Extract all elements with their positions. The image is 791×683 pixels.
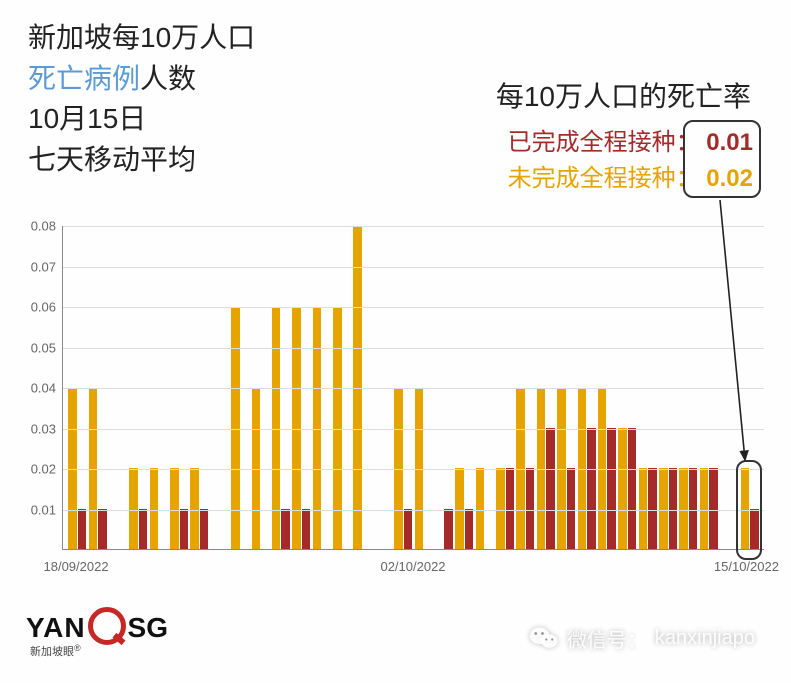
plot-area bbox=[62, 226, 764, 550]
bar-vaccinated bbox=[281, 509, 290, 549]
legend-unvaccinated-label: 未完成全程接种： bbox=[508, 165, 700, 192]
bar-vaccinated bbox=[404, 509, 413, 549]
ytick-label: 0.05 bbox=[12, 340, 56, 355]
xtick-label: 18/09/2022 bbox=[43, 559, 108, 574]
ytick-label: 0.07 bbox=[12, 259, 56, 274]
grid-line bbox=[63, 267, 764, 268]
brand-logo: YAN SG 新加坡眼® bbox=[26, 607, 168, 659]
wechat-watermark: 微信号： kanxinjiapo bbox=[529, 624, 755, 653]
title-line2b: 人数 bbox=[140, 63, 196, 94]
ytick-label: 0.02 bbox=[12, 462, 56, 477]
deaths-highlight: 死亡病例 bbox=[28, 63, 140, 94]
xtick-label: 15/10/2022 bbox=[714, 559, 779, 574]
grid-line bbox=[63, 307, 764, 308]
grid-line bbox=[63, 226, 764, 227]
bar-vaccinated bbox=[628, 428, 637, 549]
grid-line bbox=[63, 510, 764, 511]
wechat-icon bbox=[529, 625, 559, 653]
title-line3: 10月15日 bbox=[28, 99, 255, 140]
chart: 0.010.020.030.040.050.060.070.0818/09/20… bbox=[12, 226, 772, 586]
bar-vaccinated bbox=[607, 428, 616, 549]
bar-vaccinated bbox=[465, 509, 474, 549]
title-line4: 七天移动平均 bbox=[28, 140, 255, 181]
grid-line bbox=[63, 429, 764, 430]
ytick-label: 0.01 bbox=[12, 502, 56, 517]
xtick-label: 02/10/2022 bbox=[380, 559, 445, 574]
bar-vaccinated bbox=[139, 509, 148, 549]
logo-yan: YAN bbox=[26, 612, 86, 643]
ytick-label: 0.06 bbox=[12, 300, 56, 315]
title-block: 新加坡每10万人口 死亡病例人数 10月15日 七天移动平均 bbox=[28, 18, 255, 180]
bar-vaccinated bbox=[546, 428, 555, 549]
bar-unvaccinated bbox=[618, 428, 627, 549]
last-bars-frame bbox=[736, 460, 762, 560]
title-line1: 新加坡每10万人口 bbox=[28, 18, 255, 59]
grid-line bbox=[63, 348, 764, 349]
bar-vaccinated bbox=[180, 509, 189, 549]
ytick-label: 0.08 bbox=[12, 219, 56, 234]
ytick-label: 0.03 bbox=[12, 421, 56, 436]
logo-sg: SG bbox=[128, 612, 168, 643]
wechat-id: kanxinjiapo bbox=[655, 627, 755, 650]
grid-line bbox=[63, 469, 764, 470]
bar-vaccinated bbox=[587, 428, 596, 549]
subtitle: 每10万人口的死亡率 bbox=[496, 75, 751, 115]
legend-value-frame bbox=[683, 120, 761, 198]
bar-vaccinated bbox=[302, 509, 311, 549]
bar-vaccinated bbox=[444, 509, 453, 549]
logo-subtitle: 新加坡眼® bbox=[30, 643, 168, 659]
bar-vaccinated bbox=[200, 509, 209, 549]
grid-line bbox=[63, 388, 764, 389]
ytick-label: 0.04 bbox=[12, 381, 56, 396]
legend-vaccinated-label: 已完成全程接种： bbox=[508, 129, 700, 156]
bar-vaccinated bbox=[98, 509, 107, 549]
bar-vaccinated bbox=[78, 509, 87, 549]
logo-q-icon bbox=[88, 607, 126, 645]
wechat-label: 微信号： bbox=[567, 624, 647, 653]
title-line2: 死亡病例人数 bbox=[28, 59, 255, 100]
